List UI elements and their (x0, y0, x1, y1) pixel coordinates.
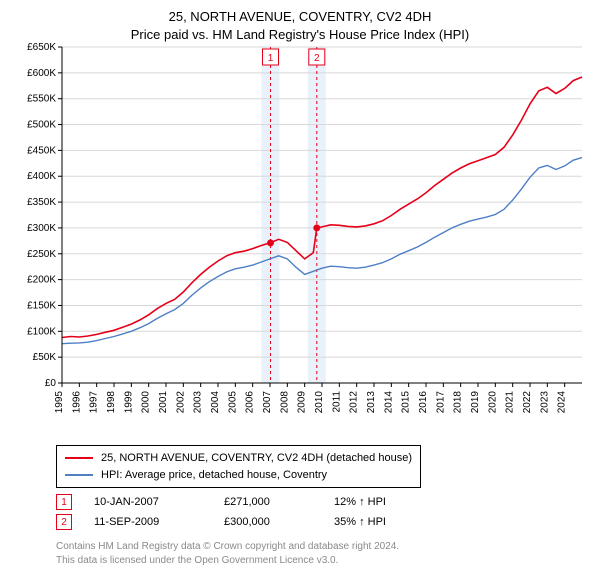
svg-text:£0: £0 (45, 378, 57, 389)
svg-text:2000: 2000 (141, 391, 152, 414)
svg-text:2019: 2019 (470, 391, 481, 414)
svg-text:2008: 2008 (279, 391, 290, 414)
svg-text:2014: 2014 (383, 391, 394, 414)
sale-price-2: £300,000 (224, 516, 334, 528)
svg-text:1997: 1997 (89, 391, 100, 414)
svg-text:2017: 2017 (435, 391, 446, 414)
sale-marker-2: 2 (56, 514, 72, 530)
svg-text:2: 2 (314, 53, 320, 64)
svg-text:£550K: £550K (27, 94, 56, 105)
svg-text:£300K: £300K (27, 223, 56, 234)
sale-date-1: 10-JAN-2007 (94, 496, 224, 508)
svg-text:£200K: £200K (27, 275, 56, 286)
sale-row-2: 2 11-SEP-2009 £300,000 35% ↑ HPI (56, 514, 588, 530)
svg-text:1999: 1999 (123, 391, 134, 414)
svg-text:2024: 2024 (557, 391, 568, 414)
svg-text:2011: 2011 (331, 391, 342, 413)
svg-text:2018: 2018 (453, 391, 464, 414)
svg-text:£250K: £250K (27, 249, 56, 260)
svg-text:2005: 2005 (227, 391, 238, 414)
legend-label-1: 25, NORTH AVENUE, COVENTRY, CV2 4DH (det… (101, 450, 412, 467)
svg-text:2010: 2010 (314, 391, 325, 414)
footer-attribution: Contains HM Land Registry data © Crown c… (56, 540, 588, 567)
sale-price-1: £271,000 (224, 496, 334, 508)
sale-row-1: 1 10-JAN-2007 £271,000 12% ↑ HPI (56, 494, 588, 510)
svg-text:2002: 2002 (175, 391, 186, 414)
svg-text:£650K: £650K (27, 43, 56, 53)
svg-text:2009: 2009 (297, 391, 308, 414)
chart-svg: £0 £50K £100K £150K £200K £250K £300K £350K £400… (12, 43, 588, 439)
svg-text:1: 1 (268, 53, 274, 64)
svg-text:2020: 2020 (487, 391, 498, 414)
svg-text:2012: 2012 (349, 391, 360, 414)
legend-item-1: 25, NORTH AVENUE, COVENTRY, CV2 4DH (det… (65, 450, 412, 467)
legend: 25, NORTH AVENUE, COVENTRY, CV2 4DH (det… (56, 445, 421, 488)
svg-text:£350K: £350K (27, 197, 56, 208)
title-line-1: 25, NORTH AVENUE, COVENTRY, CV2 4DH (12, 8, 588, 26)
footer-line-2: This data is licensed under the Open Gov… (56, 554, 588, 568)
price-chart: £0 £50K £100K £150K £200K £250K £300K £350K £400… (12, 43, 588, 439)
legend-swatch-1 (65, 457, 93, 459)
svg-text:2023: 2023 (539, 391, 550, 414)
legend-item-2: HPI: Average price, detached house, Cove… (65, 467, 412, 484)
svg-text:£50K: £50K (33, 352, 57, 363)
svg-text:2022: 2022 (522, 391, 533, 414)
svg-text:£500K: £500K (27, 120, 56, 131)
svg-text:1996: 1996 (71, 391, 82, 414)
svg-text:£150K: £150K (27, 301, 56, 312)
svg-text:2004: 2004 (210, 391, 221, 414)
chart-title: 25, NORTH AVENUE, COVENTRY, CV2 4DH Pric… (12, 8, 588, 43)
svg-text:2003: 2003 (193, 391, 204, 414)
svg-text:2013: 2013 (366, 391, 377, 414)
sale-delta-2: 35% ↑ HPI (334, 516, 444, 528)
svg-text:2006: 2006 (245, 391, 256, 414)
legend-swatch-2 (65, 474, 93, 476)
svg-text:£100K: £100K (27, 326, 56, 337)
footer-line-1: Contains HM Land Registry data © Crown c… (56, 540, 588, 554)
title-line-2: Price paid vs. HM Land Registry's House … (12, 26, 588, 44)
legend-label-2: HPI: Average price, detached house, Cove… (101, 467, 327, 484)
svg-text:2016: 2016 (418, 391, 429, 414)
svg-text:£600K: £600K (27, 68, 56, 79)
sale-marker-1: 1 (56, 494, 72, 510)
svg-text:1995: 1995 (54, 391, 65, 414)
svg-text:2021: 2021 (505, 391, 516, 414)
svg-text:£450K: £450K (27, 145, 56, 156)
svg-text:2015: 2015 (401, 391, 412, 414)
sale-delta-1: 12% ↑ HPI (334, 496, 444, 508)
sale-date-2: 11-SEP-2009 (94, 516, 224, 528)
svg-text:£400K: £400K (27, 171, 56, 182)
svg-text:1998: 1998 (106, 391, 117, 414)
svg-text:2007: 2007 (262, 391, 273, 414)
svg-text:2001: 2001 (158, 391, 169, 414)
